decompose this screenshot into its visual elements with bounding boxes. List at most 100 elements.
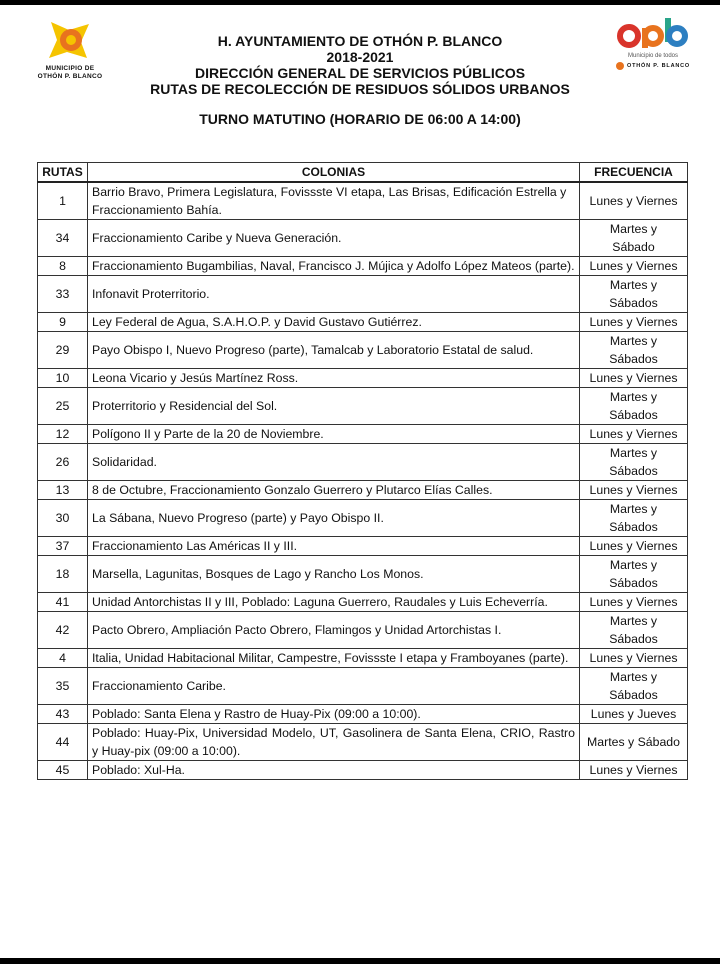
route-colonias: 8 de Octubre, Fraccionamiento Gonzalo Gu… — [87, 480, 580, 500]
route-number: 35 — [37, 667, 88, 705]
route-colonias: Polígono II y Parte de la 20 de Noviembr… — [87, 424, 580, 444]
header-line-4: RUTAS DE RECOLECCIÓN DE RESIDUOS SÓLIDOS… — [150, 81, 570, 97]
route-frequency: Lunes y Jueves — [579, 704, 688, 724]
route-number: 42 — [37, 611, 88, 649]
route-frequency: Martes y Sábados — [579, 331, 688, 369]
route-number: 1 — [37, 181, 88, 220]
table-row: 35 Fraccionamiento Caribe. Martes y Sábado… — [37, 667, 688, 705]
route-colonias: Infonavit Proterritorio. — [87, 275, 580, 313]
route-number: 34 — [37, 219, 88, 257]
route-number: 4 — [37, 648, 88, 668]
column-header-frecuencia: FRECUENCIA — [579, 162, 688, 183]
municipio-caption-1: MUNICIPIO DE — [45, 65, 95, 72]
route-frequency: Lunes y Viernes — [579, 312, 688, 332]
route-colonias: Unidad Antorchistas II y III, Poblado: L… — [87, 592, 580, 612]
route-colonias: La Sábana, Nuevo Progreso (parte) y Payo… — [87, 499, 580, 537]
route-colonias: Fraccionamiento Caribe. — [87, 667, 580, 705]
route-frequency: Martes y Sábados — [579, 499, 688, 537]
table-row: 30 La Sábana, Nuevo Progreso (parte) y Pa… — [37, 499, 688, 537]
opb-subtitle-text: OTHÓN P. BLANCO — [627, 63, 690, 69]
route-number: 18 — [37, 555, 88, 593]
table-row: 45 Poblado: Xul-Ha. Lunes y Viernes — [37, 760, 688, 780]
municipio-emblem-icon — [49, 22, 89, 58]
table-row: 43 Poblado: Santa Elena y Rastro de Huay-… — [37, 704, 688, 724]
table-row: 33 Infonavit Proterritorio. Martes y Sábad… — [37, 275, 688, 313]
table-row: 25 Proterritorio y Residencial del Sol. Ma… — [37, 387, 688, 425]
column-header-colonias: COLONIAS — [87, 162, 580, 183]
route-colonias: Ley Federal de Agua, S.A.H.O.P. y David … — [87, 312, 580, 332]
route-colonias: Pacto Obrero, Ampliación Pacto Obrero, F… — [87, 611, 580, 649]
route-colonias: Solidaridad. — [87, 443, 580, 481]
table-row: 13 8 de Octubre, Fraccionamiento Gonzalo … — [37, 480, 688, 500]
route-frequency: Lunes y Viernes — [579, 368, 688, 388]
route-number: 30 — [37, 499, 88, 537]
routes-table: RUTAS COLONIAS FRECUENCIA 1 Barrio Bravo,… — [37, 162, 688, 780]
route-number: 44 — [37, 723, 88, 761]
document-header: H. AYUNTAMIENTO DE OTHÓN P. BLANCO 2018-… — [150, 33, 570, 97]
route-colonias: Payo Obispo I, Nuevo Progreso (parte), T… — [87, 331, 580, 369]
route-colonias: Barrio Bravo, Primera Legislatura, Fovis… — [87, 181, 580, 220]
table-row: 8 Fraccionamiento Bugambilias, Naval, Fra… — [37, 256, 688, 276]
route-number: 12 — [37, 424, 88, 444]
table-row: 4 Italia, Unidad Habitacional Militar, Ca… — [37, 648, 688, 668]
opb-tagline: Municipio de todos — [627, 53, 679, 59]
table-row: 37 Fraccionamiento Las Américas II y III.… — [37, 536, 688, 556]
route-number: 45 — [37, 760, 88, 780]
opb-logo: Municipio de todos OTHÓN P. BLANCO — [608, 16, 698, 70]
route-number: 13 — [37, 480, 88, 500]
route-colonias: Fraccionamiento Las Américas II y III. — [87, 536, 580, 556]
municipio-caption-2: OTHÓN P. BLANCO — [37, 73, 103, 80]
route-frequency: Martes y Sábados — [579, 275, 688, 313]
route-frequency: Lunes y Viernes — [579, 181, 688, 220]
route-number: 43 — [37, 704, 88, 724]
opb-wordmark-icon — [617, 18, 688, 48]
table-header-row: RUTAS COLONIAS FRECUENCIA — [37, 162, 688, 183]
table-row: 29 Payo Obispo I, Nuevo Progreso (parte),… — [37, 331, 688, 369]
route-frequency: Martes y Sábados — [579, 387, 688, 425]
route-number: 10 — [37, 368, 88, 388]
table-row: 44 Poblado: Huay-Pix, Universidad Modelo,… — [37, 723, 688, 761]
route-colonias: Poblado: Huay-Pix, Universidad Modelo, U… — [87, 723, 580, 761]
route-frequency: Martes y Sábados — [579, 611, 688, 649]
municipio-logo: MUNICIPIO DE OTHÓN P. BLANCO — [28, 20, 112, 81]
route-frequency: Lunes y Viernes — [579, 536, 688, 556]
table-row: 12 Polígono II y Parte de la 20 de Noviem… — [37, 424, 688, 444]
route-frequency: Lunes y Viernes — [579, 256, 688, 276]
route-frequency: Martes y Sábado — [579, 723, 688, 761]
header-line-3: DIRECCIÓN GENERAL DE SERVICIOS PÚBLICOS — [194, 65, 526, 81]
route-colonias: Proterritorio y Residencial del Sol. — [87, 387, 580, 425]
route-frequency: Martes y Sábados — [579, 555, 688, 593]
route-number: 9 — [37, 312, 88, 332]
bottom-border — [0, 958, 720, 964]
route-frequency: Lunes y Viernes — [579, 424, 688, 444]
route-number: 29 — [37, 331, 88, 369]
route-number: 25 — [37, 387, 88, 425]
table-row: 9 Ley Federal de Agua, S.A.H.O.P. y David… — [37, 312, 688, 332]
route-frequency: Martes y Sábados — [579, 667, 688, 705]
route-colonias: Poblado: Xul-Ha. — [87, 760, 580, 780]
route-frequency: Lunes y Viernes — [579, 760, 688, 780]
table-row: 41 Unidad Antorchistas II y III, Poblado:… — [37, 592, 688, 612]
header-line-2: 2018-2021 — [326, 49, 394, 65]
route-number: 8 — [37, 256, 88, 276]
opb-subtitle: OTHÓN P. BLANCO — [608, 62, 698, 70]
route-number: 37 — [37, 536, 88, 556]
route-frequency: Martes y Sábados — [579, 443, 688, 481]
route-colonias: Poblado: Santa Elena y Rastro de Huay-Pi… — [87, 704, 580, 724]
table-row: 34 Fraccionamiento Caribe y Nueva Generac… — [37, 219, 688, 257]
route-colonias: Leona Vicario y Jesús Martínez Ross. — [87, 368, 580, 388]
route-colonias: Marsella, Lagunitas, Bosques de Lago y R… — [87, 555, 580, 593]
header-line-1: H. AYUNTAMIENTO DE OTHÓN P. BLANCO — [217, 33, 503, 49]
route-frequency: Lunes y Viernes — [579, 480, 688, 500]
top-border — [0, 0, 720, 5]
route-colonias: Italia, Unidad Habitacional Militar, Cam… — [87, 648, 580, 668]
mini-emblem-icon — [616, 62, 625, 70]
route-colonias: Fraccionamiento Caribe y Nueva Generació… — [87, 219, 580, 257]
table-row: 1 Barrio Bravo, Primera Legislatura, Fovi… — [37, 181, 688, 220]
route-number: 33 — [37, 275, 88, 313]
route-frequency: Lunes y Viernes — [579, 648, 688, 668]
route-frequency: Lunes y Viernes — [579, 592, 688, 612]
table-row: 26 Solidaridad. Martes y Sábados — [37, 443, 688, 481]
table-row: 10 Leona Vicario y Jesús Martínez Ross. Lu… — [37, 368, 688, 388]
route-number: 26 — [37, 443, 88, 481]
